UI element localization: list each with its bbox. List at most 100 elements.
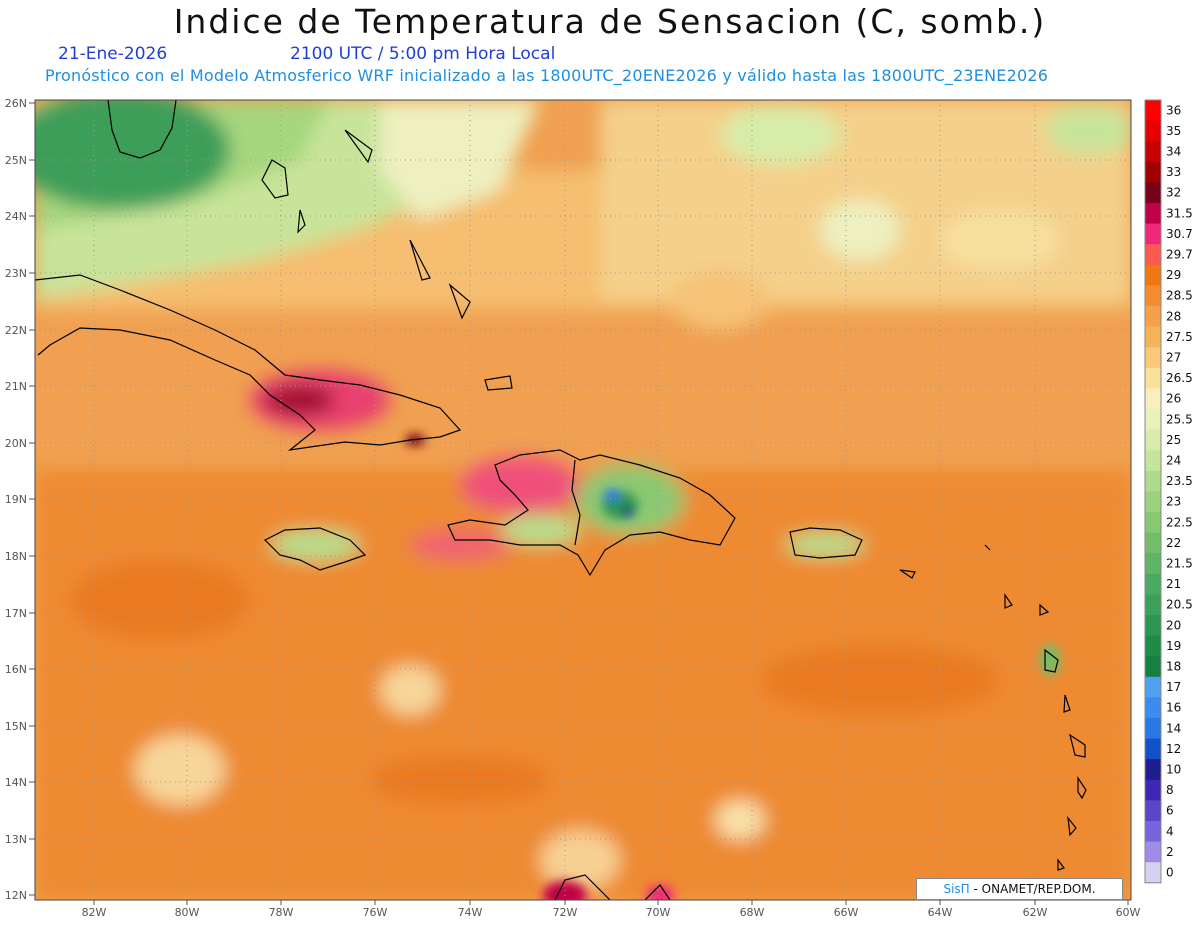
forecast-date: 21-Ene-2026 xyxy=(58,44,168,64)
lat-label: 12N xyxy=(5,889,27,902)
latitude-labels: 26N 25N 24N 23N 22N 21N 20N 19N 18N 17N … xyxy=(5,97,27,902)
map-frame xyxy=(34,99,1132,901)
lat-label: 26N xyxy=(5,97,27,110)
colorbar-label: 34 xyxy=(1166,145,1181,159)
colorbar-label: 35 xyxy=(1166,124,1181,138)
haiti-border xyxy=(571,459,581,546)
colorbar-swatch xyxy=(1145,759,1161,781)
lat-label: 14N xyxy=(5,776,27,789)
colorbar-swatch xyxy=(1145,306,1161,328)
colorbar-label: 21 xyxy=(1166,577,1181,591)
colorbar-label: 27.5 xyxy=(1166,330,1193,344)
colorbar-label: 21.5 xyxy=(1166,557,1193,571)
lon-label: 64W xyxy=(928,906,953,919)
lat-label: 15N xyxy=(5,720,27,733)
credit-brand: SisΠ xyxy=(943,882,970,896)
bahamas-andros xyxy=(261,159,289,199)
lon-label: 68W xyxy=(740,906,765,919)
colorbar-swatch xyxy=(1145,182,1161,204)
south-america-coast xyxy=(554,874,671,900)
puerto-rico-coast xyxy=(789,527,863,559)
colorbar-swatch xyxy=(1145,594,1161,616)
colorbar-swatch xyxy=(1145,409,1161,431)
colorbar-label: 4 xyxy=(1166,824,1174,838)
colorbar-label: 12 xyxy=(1166,742,1181,756)
colorbar-label: 28.5 xyxy=(1166,289,1193,303)
colorbar-label: 36 xyxy=(1166,103,1181,117)
colorbar-swatch xyxy=(1145,779,1161,801)
lat-label: 24N xyxy=(5,210,27,223)
page-title: Indice de Temperatura de Sensacion (C, s… xyxy=(173,2,1047,41)
colorbar-label: 6 xyxy=(1166,804,1174,818)
colorbar-label: 25.5 xyxy=(1166,412,1193,426)
latitude-ticks xyxy=(29,102,35,896)
colorbar-swatch xyxy=(1145,470,1161,492)
hispaniola-coast xyxy=(447,449,736,577)
colorbar-label: 23.5 xyxy=(1166,474,1193,488)
colorbar-label: 30.7 xyxy=(1166,227,1193,241)
colorbar-frame xyxy=(1144,99,1162,884)
lat-label: 13N xyxy=(5,833,27,846)
bahamas-islands xyxy=(297,129,513,391)
lat-label: 21N xyxy=(5,380,27,393)
colorbar-swatch xyxy=(1145,203,1161,225)
lat-label: 22N xyxy=(5,324,27,337)
colorbar-label: 0 xyxy=(1166,866,1174,880)
lesser-antilles xyxy=(899,544,1087,871)
colorbar-swatch xyxy=(1145,429,1161,451)
colorbar-swatch xyxy=(1145,656,1161,678)
lat-label: 23N xyxy=(5,267,27,280)
colorbar-swatch xyxy=(1145,285,1161,307)
colorbar-swatch xyxy=(1145,635,1161,657)
lon-label: 60W xyxy=(1116,906,1141,919)
cuba-coast xyxy=(35,274,462,451)
colorbar-label: 20.5 xyxy=(1166,598,1193,612)
colorbar-swatch xyxy=(1145,120,1161,142)
colorbar-label: 8 xyxy=(1166,783,1174,797)
lon-label: 82W xyxy=(82,906,107,919)
colorbar-label: 19 xyxy=(1166,639,1181,653)
credit-box: SisΠ - ONAMET/REP.DOM. xyxy=(916,878,1123,900)
colorbar-label: 31.5 xyxy=(1166,206,1193,220)
colorbar-swatch xyxy=(1145,347,1161,369)
colorbar-label: 10 xyxy=(1166,763,1181,777)
lon-label: 70W xyxy=(646,906,671,919)
grid-lines xyxy=(35,100,1131,900)
colorbar-label: 32 xyxy=(1166,186,1181,200)
colorbar-label: 17 xyxy=(1166,680,1181,694)
colorbar-swatch xyxy=(1145,821,1161,843)
colorbar-label: 26.5 xyxy=(1166,371,1193,385)
colorbar-label: 23 xyxy=(1166,495,1181,509)
lon-label: 62W xyxy=(1023,906,1048,919)
colorbar-swatch xyxy=(1145,697,1161,719)
colorbar-swatch xyxy=(1145,264,1161,286)
colorbar-label: 2 xyxy=(1166,845,1174,859)
colorbar-swatch xyxy=(1145,718,1161,740)
colorbar-swatch xyxy=(1145,244,1161,266)
colorbar-label: 18 xyxy=(1166,660,1181,674)
colorbar-swatch xyxy=(1145,676,1161,698)
colorbar-swatch xyxy=(1145,553,1161,575)
colorbar-swatch xyxy=(1145,100,1161,122)
florida-coast xyxy=(107,100,177,159)
colorbar: 363534333231.530.729.72928.52827.52726.5… xyxy=(1144,99,1193,884)
lat-label: 19N xyxy=(5,493,27,506)
colorbar-label: 28 xyxy=(1166,309,1181,323)
lon-label: 80W xyxy=(175,906,200,919)
colorbar-swatch xyxy=(1145,573,1161,595)
lat-label: 16N xyxy=(5,663,27,676)
colorbar-label: 25 xyxy=(1166,433,1181,447)
colorbar-label: 33 xyxy=(1166,165,1181,179)
colorbar-swatch xyxy=(1145,450,1161,472)
colorbar-swatch xyxy=(1145,800,1161,822)
colorbar-label: 27 xyxy=(1166,351,1181,365)
colorbar-label: 26 xyxy=(1166,392,1181,406)
lat-label: 25N xyxy=(5,154,27,167)
colorbar-swatch xyxy=(1145,491,1161,513)
colorbar-swatch xyxy=(1145,161,1161,183)
credit-text: - ONAMET/REP.DOM. xyxy=(969,882,1096,896)
forecast-subtitle: Pronóstico con el Modelo Atmosferico WRF… xyxy=(45,66,1049,85)
colorbar-swatch xyxy=(1145,388,1161,410)
